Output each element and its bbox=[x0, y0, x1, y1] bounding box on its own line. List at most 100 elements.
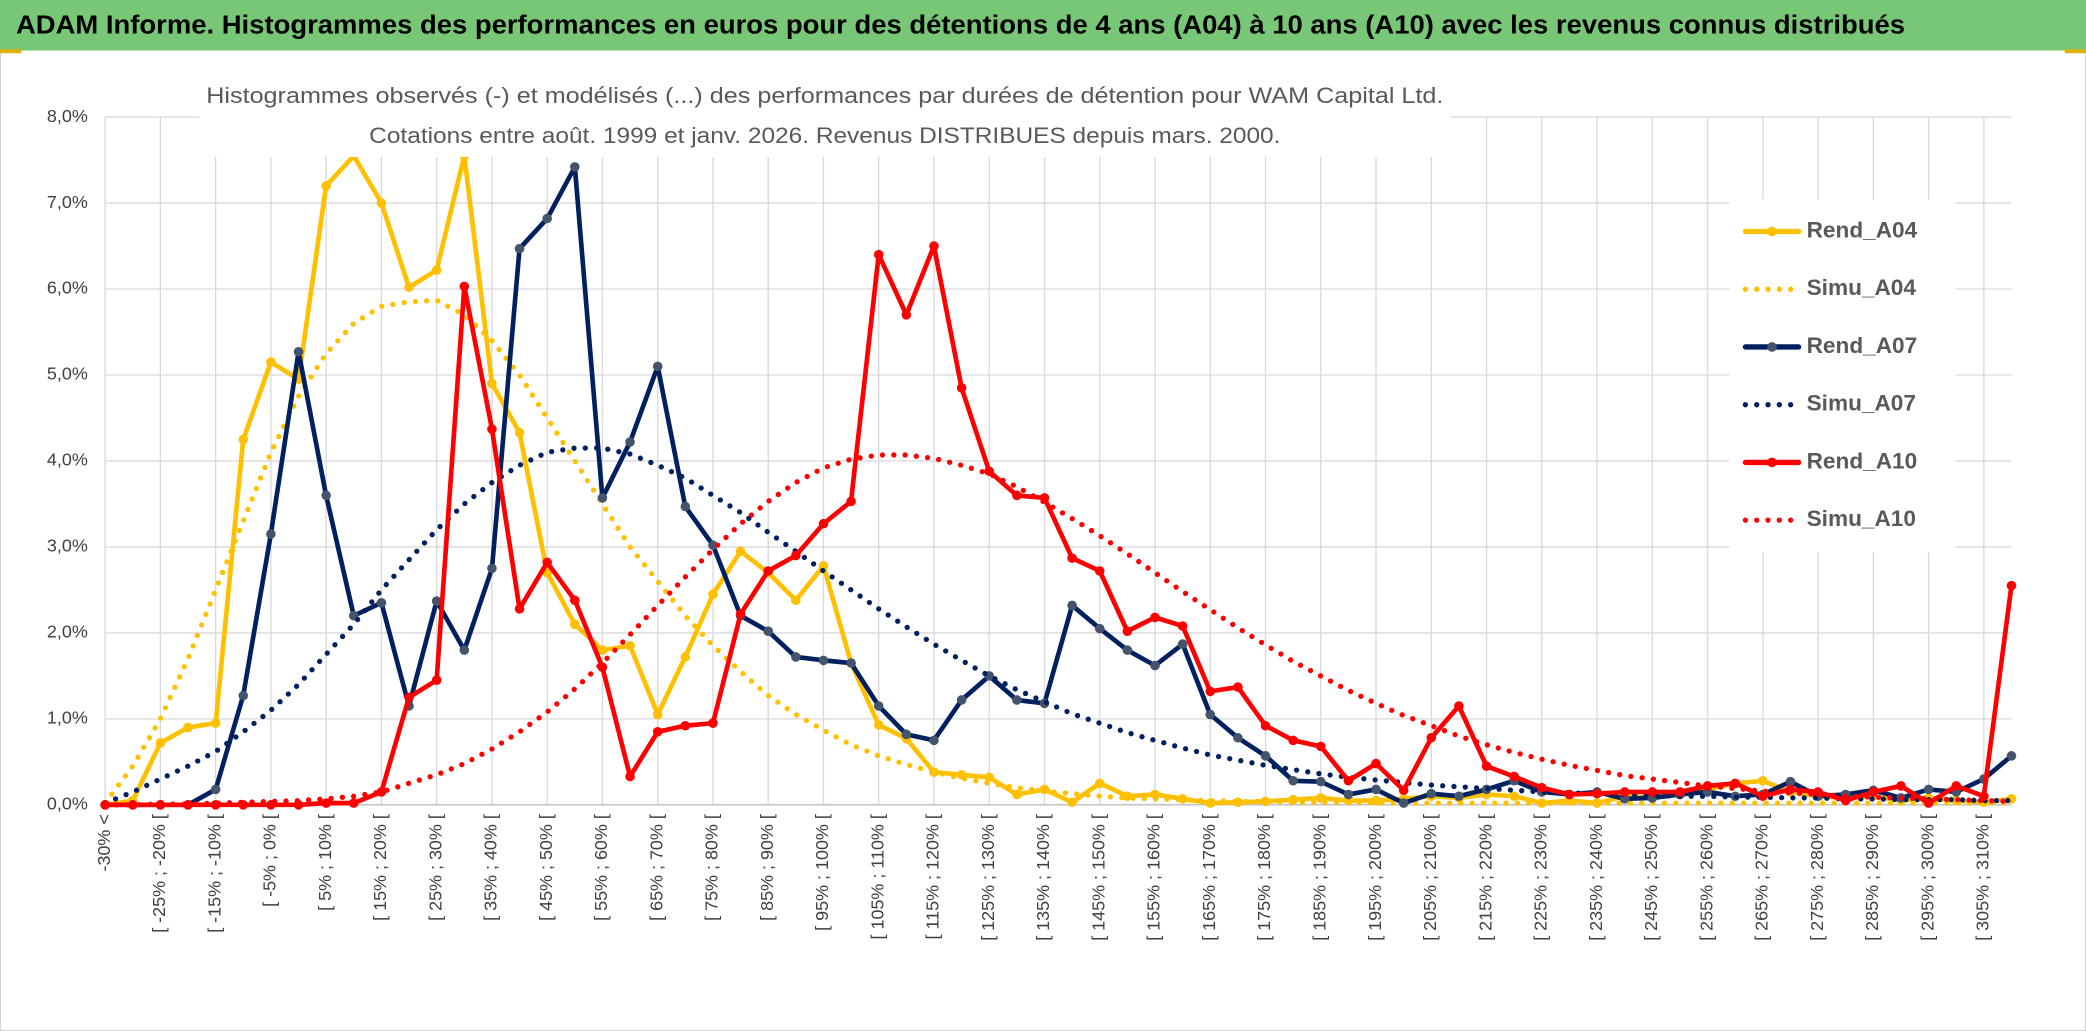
x-tick-label: [ 215% ; 220% [ bbox=[1475, 814, 1495, 941]
data-point bbox=[404, 692, 414, 703]
data-point bbox=[1315, 741, 1326, 752]
data-point bbox=[791, 550, 801, 561]
data-point bbox=[1122, 645, 1133, 655]
data-point bbox=[846, 496, 856, 507]
data-point bbox=[1868, 787, 1879, 797]
data-point bbox=[127, 800, 138, 810]
data-point bbox=[873, 249, 884, 260]
data-point bbox=[376, 598, 387, 608]
data-point bbox=[570, 162, 580, 172]
data-point bbox=[956, 695, 967, 705]
x-tick-label: [ 15% ; 20% [ bbox=[370, 814, 390, 921]
x-tick-label: [ 255% ; 260% [ bbox=[1696, 814, 1716, 941]
data-point bbox=[2006, 580, 2017, 591]
data-point bbox=[929, 241, 939, 251]
x-tick-label: -30% < bbox=[94, 814, 114, 871]
data-point bbox=[1785, 776, 1796, 787]
data-point bbox=[431, 265, 442, 275]
data-point bbox=[1260, 751, 1271, 761]
x-tick-label: [ 175% ; 180% [ bbox=[1254, 814, 1274, 941]
data-point bbox=[1094, 566, 1105, 576]
data-point bbox=[1205, 686, 1216, 697]
data-point bbox=[1371, 784, 1381, 795]
data-point bbox=[984, 772, 995, 783]
x-tick-label: [ 115% ; 120% [ bbox=[923, 814, 943, 939]
data-point bbox=[1537, 782, 1547, 793]
data-point bbox=[1315, 776, 1326, 787]
data-point bbox=[1122, 626, 1133, 636]
data-point bbox=[1260, 720, 1271, 731]
data-point bbox=[1896, 781, 1906, 791]
x-tick-label: [ 185% ; 190% [ bbox=[1310, 814, 1330, 941]
data-point bbox=[1371, 758, 1381, 769]
x-tick-label: [ 95% ; 100% [ bbox=[812, 814, 832, 931]
data-point bbox=[1150, 612, 1160, 623]
data-point bbox=[570, 619, 580, 630]
y-tick-label: 8,0% bbox=[47, 106, 88, 126]
data-point bbox=[348, 798, 359, 808]
data-point bbox=[1592, 788, 1602, 799]
data-point bbox=[791, 595, 801, 606]
data-point bbox=[1122, 791, 1133, 802]
x-tick-label: [ 275% ; 280% [ bbox=[1807, 814, 1827, 941]
data-point bbox=[1343, 775, 1354, 786]
legend-label: Rend_A07 bbox=[1807, 333, 1918, 358]
y-tick-label: 2,0% bbox=[47, 622, 88, 642]
data-point bbox=[1177, 621, 1188, 631]
data-point bbox=[321, 181, 331, 191]
data-point bbox=[1315, 793, 1326, 803]
x-tick-label: [ 195% ; 200% [ bbox=[1365, 814, 1385, 941]
data-point bbox=[1923, 798, 1934, 808]
data-point bbox=[1150, 660, 1160, 671]
data-point bbox=[1398, 798, 1409, 808]
x-tick-label: [ 135% ; 140% [ bbox=[1033, 814, 1053, 941]
data-point bbox=[2006, 751, 2017, 761]
data-point bbox=[929, 735, 939, 746]
x-tick-label: [ -5% ; 0% [ bbox=[260, 814, 280, 907]
data-point bbox=[376, 787, 387, 797]
data-point bbox=[1343, 789, 1354, 800]
data-point bbox=[1647, 787, 1658, 797]
legend-label: Simu_A07 bbox=[1807, 391, 1916, 416]
data-point bbox=[763, 566, 773, 576]
data-point bbox=[210, 718, 221, 728]
data-point bbox=[238, 434, 249, 445]
data-point bbox=[1233, 682, 1243, 692]
data-point bbox=[1012, 789, 1022, 800]
data-point bbox=[901, 729, 912, 740]
data-point bbox=[431, 596, 442, 606]
data-point bbox=[514, 427, 525, 438]
data-point bbox=[625, 437, 635, 447]
data-point bbox=[487, 378, 497, 389]
data-point bbox=[293, 346, 304, 357]
data-point bbox=[1454, 701, 1464, 711]
chart-title: ADAM Informe. Histogrammes des performan… bbox=[16, 11, 1905, 39]
data-point bbox=[846, 658, 856, 668]
data-point bbox=[708, 589, 718, 600]
y-tick-label: 3,0% bbox=[47, 536, 88, 556]
x-tick-label: [ 265% ; 270% [ bbox=[1752, 814, 1772, 941]
x-tick-label: [ 245% ; 250% [ bbox=[1641, 814, 1661, 941]
y-tick-label: 0,0% bbox=[47, 794, 88, 814]
plot bbox=[100, 150, 2017, 810]
subtitle: Cotations entre août. 1999 et janv. 2026… bbox=[369, 123, 1280, 148]
data-point bbox=[1067, 797, 1077, 808]
data-point bbox=[1094, 623, 1105, 634]
data-point bbox=[155, 738, 166, 748]
data-point bbox=[1371, 795, 1381, 806]
y-tick-label: 4,0% bbox=[47, 450, 88, 470]
data-point bbox=[1398, 785, 1409, 796]
x-tick-label: [ 25% ; 30% [ bbox=[425, 814, 445, 921]
x-tick-label: [ -25% ; -20% [ bbox=[149, 814, 169, 933]
x-tick-label: [ 285% ; 290% [ bbox=[1862, 814, 1882, 941]
data-point bbox=[376, 198, 387, 208]
x-tick-label: [ 55% ; 60% [ bbox=[591, 814, 611, 921]
data-point bbox=[625, 641, 635, 651]
data-point bbox=[1564, 789, 1575, 800]
x-tick-label: [ 205% ; 210% [ bbox=[1420, 814, 1440, 941]
data-point bbox=[956, 383, 967, 393]
data-point bbox=[1481, 761, 1492, 771]
header-bar bbox=[0, 0, 2086, 51]
x-tick-label: [ 75% ; 80% [ bbox=[702, 814, 722, 921]
legend-marker bbox=[1767, 457, 1777, 468]
